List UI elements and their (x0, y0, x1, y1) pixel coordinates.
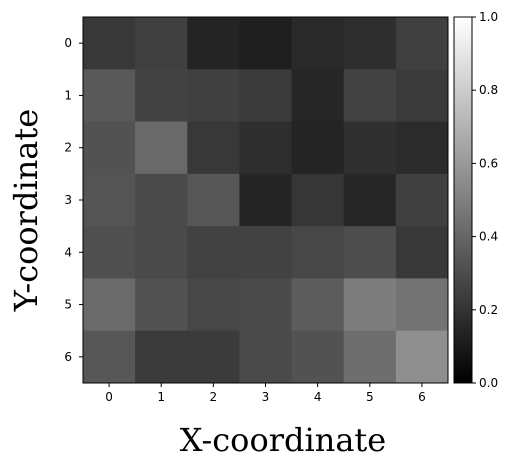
heatmap-cell-r5-c5 (343, 278, 397, 332)
heatmap-cell-r4-c6 (395, 226, 449, 279)
colorbar-tick-label: 1.0 (479, 10, 498, 24)
colorbar (453, 16, 473, 384)
heatmap-cell-r0-c1 (135, 17, 188, 70)
y-axis-ticks: 0 1 2 3 4 5 6 (64, 36, 83, 364)
heatmap-cell-r4-c1 (135, 226, 188, 279)
heatmap-cell-r4-c3 (239, 226, 293, 279)
heatmap-cell-r1-c6 (395, 69, 449, 123)
colorbar-tick-label: 0.6 (479, 156, 498, 170)
x-tick-label: 6 (418, 390, 426, 404)
heatmap-cell-r6-c3 (239, 330, 293, 384)
y-tick-label: 6 (64, 350, 72, 364)
heatmap-cell-r0-c2 (187, 17, 240, 70)
heatmap-cell-r6-c1 (135, 330, 188, 384)
heatmap-cell-r5-c0 (83, 278, 136, 332)
y-tick-label: 0 (64, 36, 72, 50)
colorbar-tick-label: 0.8 (479, 83, 498, 97)
heatmap-cell-r1-c3 (239, 69, 293, 123)
heatmap-cell-r2-c0 (83, 121, 136, 175)
colorbar-tick-label: 0.0 (479, 376, 498, 390)
heatmap-cells (83, 17, 449, 384)
heatmap-cell-r4-c0 (83, 226, 136, 279)
y-tick-label: 5 (64, 298, 72, 312)
heatmap-cell-r5-c6 (395, 278, 449, 332)
y-tick-label: 2 (64, 141, 72, 155)
heatmap-cell-r3-c1 (135, 173, 188, 227)
heatmap-cell-r6-c0 (83, 330, 136, 384)
heatmap-cell-r5-c1 (135, 278, 188, 332)
heatmap-cell-r3-c2 (187, 173, 240, 227)
heatmap-cell-r5-c2 (187, 278, 240, 332)
colorbar-ticks: 0.0 0.2 0.4 0.6 0.8 1.0 (472, 10, 498, 390)
heatmap-cell-r2-c5 (343, 121, 397, 175)
heatmap-cell-r3-c6 (395, 173, 449, 227)
heatmap-cell-r2-c6 (395, 121, 449, 175)
colorbar-tick-label: 0.4 (479, 230, 498, 244)
heatmap-cell-r4-c5 (343, 226, 397, 279)
heatmap-cell-r2-c3 (239, 121, 293, 175)
colorbar-tick-label: 0.2 (479, 303, 498, 317)
y-tick-label: 3 (64, 193, 72, 207)
heatmap-cell-r0-c3 (239, 17, 293, 70)
heatmap-cell-r6-c6 (395, 330, 449, 384)
heatmap-cell-r1-c4 (291, 69, 345, 123)
x-axis-ticks: 0 1 2 3 4 5 6 (105, 383, 426, 404)
heatmap-cell-r5-c4 (291, 278, 345, 332)
x-tick-label: 1 (157, 390, 165, 404)
y-axis-title: Y-coordinate (7, 109, 45, 312)
heatmap-cell-r2-c4 (291, 121, 345, 175)
y-tick-label: 1 (64, 88, 72, 102)
heatmap-cell-r3-c3 (239, 173, 293, 227)
heatmap-cell-r6-c2 (187, 330, 240, 384)
heatmap-cell-r0-c5 (343, 17, 397, 70)
x-tick-label: 0 (105, 390, 113, 404)
y-tick-label: 4 (64, 245, 72, 259)
heatmap-cell-r3-c4 (291, 173, 345, 227)
heatmap-cell-r1-c1 (135, 69, 188, 123)
x-tick-label: 5 (366, 390, 374, 404)
heatmap-cell-r4-c4 (291, 226, 345, 279)
heatmap-cell-r0-c4 (291, 17, 345, 70)
x-tick-label: 4 (314, 390, 322, 404)
heatmap-cell-r4-c2 (187, 226, 240, 279)
heatmap-cell-r3-c5 (343, 173, 397, 227)
x-tick-label: 3 (262, 390, 270, 404)
x-tick-label: 2 (210, 390, 218, 404)
x-axis-title: X-coordinate (180, 421, 386, 459)
heatmap-cell-r6-c5 (343, 330, 397, 384)
heatmap-cell-r6-c4 (291, 330, 345, 384)
heatmap-cell-r3-c0 (83, 173, 136, 227)
heatmap-cell-r1-c2 (187, 69, 240, 123)
heatmap-cell-r1-c5 (343, 69, 397, 123)
heatmap-cell-r0-c0 (83, 17, 136, 70)
heatmap-cell-r2-c1 (135, 121, 188, 175)
heatmap-cell-r5-c3 (239, 278, 293, 332)
heatmap-cell-r0-c6 (395, 17, 449, 70)
heatmap-cell-r2-c2 (187, 121, 240, 175)
heatmap-cell-r1-c0 (83, 69, 136, 123)
